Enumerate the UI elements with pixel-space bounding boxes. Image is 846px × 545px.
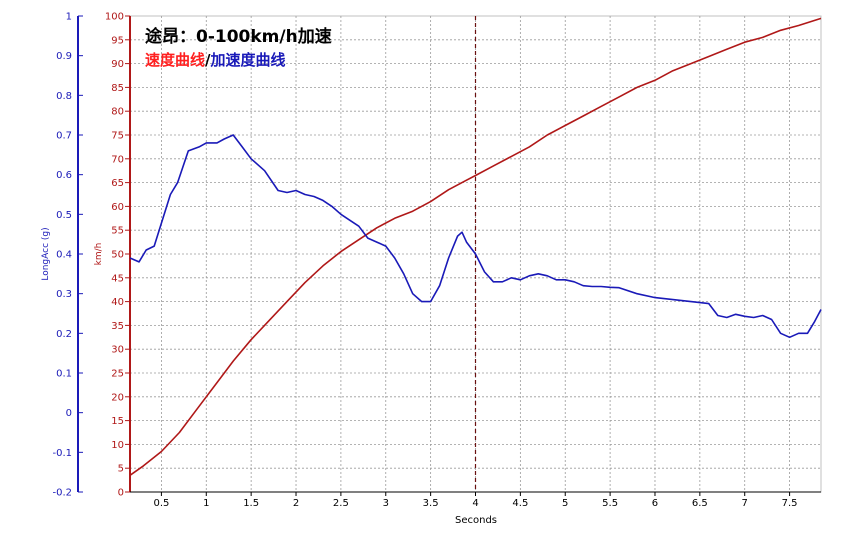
acc-series-line xyxy=(129,134,822,339)
acc-tick-label: 0.2 xyxy=(56,329,72,340)
acc-tick-label: 0.7 xyxy=(56,131,72,142)
x-tick-label: 7.5 xyxy=(782,498,798,509)
speed-tick-label: 75 xyxy=(111,131,124,142)
speed-tick-label: 15 xyxy=(111,416,124,427)
x-tick-label: 1.5 xyxy=(243,498,259,509)
speed-tick-label: 30 xyxy=(111,345,124,356)
x-tick-label: 5 xyxy=(562,498,568,509)
acc-tick-label: 0.3 xyxy=(56,289,72,300)
acc-tick-label: -0.2 xyxy=(52,488,72,499)
x-axis-label: Seconds xyxy=(455,515,497,526)
chart-title: 途昂：0-100km/h加速 xyxy=(145,26,332,47)
acc-tick-label: 0.4 xyxy=(56,250,72,261)
speed-tick-label: 60 xyxy=(111,202,124,213)
speed-tick-label: 50 xyxy=(111,250,124,261)
subtitle-separator: / xyxy=(205,51,211,69)
axes-layer: 0.5 1 1.5 2 2.5 3 3.5 4 4.5 5 5.5 6 6.5 7 7.5051015202… xyxy=(52,12,821,509)
speed-tick-label: 25 xyxy=(111,369,124,380)
speed-tick-label: 55 xyxy=(111,226,124,237)
x-tick-label: 7 xyxy=(742,498,748,509)
speed-tick-label: 100 xyxy=(105,12,124,23)
x-tick-label: 4.5 xyxy=(512,498,528,509)
speed-tick-label: 20 xyxy=(111,392,124,403)
acc-tick-label: 0.9 xyxy=(56,51,72,62)
speed-tick-label: 90 xyxy=(111,59,124,70)
speed-tick-label: 80 xyxy=(111,107,124,118)
x-tick-label: 3 xyxy=(383,498,389,509)
acc-tick-label: -0.1 xyxy=(52,448,72,459)
acc-tick-label: 1 xyxy=(66,12,72,23)
x-tick-label: 5.5 xyxy=(602,498,618,509)
speed-tick-label: 85 xyxy=(111,83,124,94)
speed-tick-label: 0 xyxy=(118,488,124,499)
acc-tick-label: 0.5 xyxy=(56,210,72,221)
subtitle-speed: 速度曲线 xyxy=(145,51,205,69)
x-tick-label: 2 xyxy=(293,498,299,509)
chart-subtitle: 速度曲线/加速度曲线 xyxy=(145,51,286,69)
acc-tick-label: 0.1 xyxy=(56,369,72,380)
y-axis-right-label: km/h xyxy=(94,243,104,266)
x-tick-label: 2.5 xyxy=(333,498,349,509)
speed-tick-label: 5 xyxy=(118,464,124,475)
y-axis-left-label: LongAcc (g) xyxy=(41,227,51,280)
speed-tick-label: 65 xyxy=(111,178,124,189)
speed-tick-label: 95 xyxy=(111,35,124,46)
x-tick-label: 6 xyxy=(652,498,658,509)
subtitle-acc: 加速度曲线 xyxy=(210,51,286,69)
series-layer xyxy=(129,17,822,476)
speed-series-line xyxy=(129,17,822,476)
acc-tick-label: 0.6 xyxy=(56,170,72,181)
speed-tick-label: 70 xyxy=(111,154,124,165)
speed-tick-label: 10 xyxy=(111,440,124,451)
x-tick-label: 3.5 xyxy=(423,498,439,509)
acc-tick-label: 0 xyxy=(66,408,72,419)
acc-tick-label: 0.8 xyxy=(56,91,72,102)
x-tick-label: 4 xyxy=(472,498,478,509)
x-tick-label: 6.5 xyxy=(692,498,708,509)
speed-tick-label: 40 xyxy=(111,297,124,308)
x-tick-label: 0.5 xyxy=(153,498,169,509)
x-tick-label: 1 xyxy=(203,498,209,509)
speed-tick-label: 45 xyxy=(111,273,124,284)
speed-tick-label: 35 xyxy=(111,321,124,332)
